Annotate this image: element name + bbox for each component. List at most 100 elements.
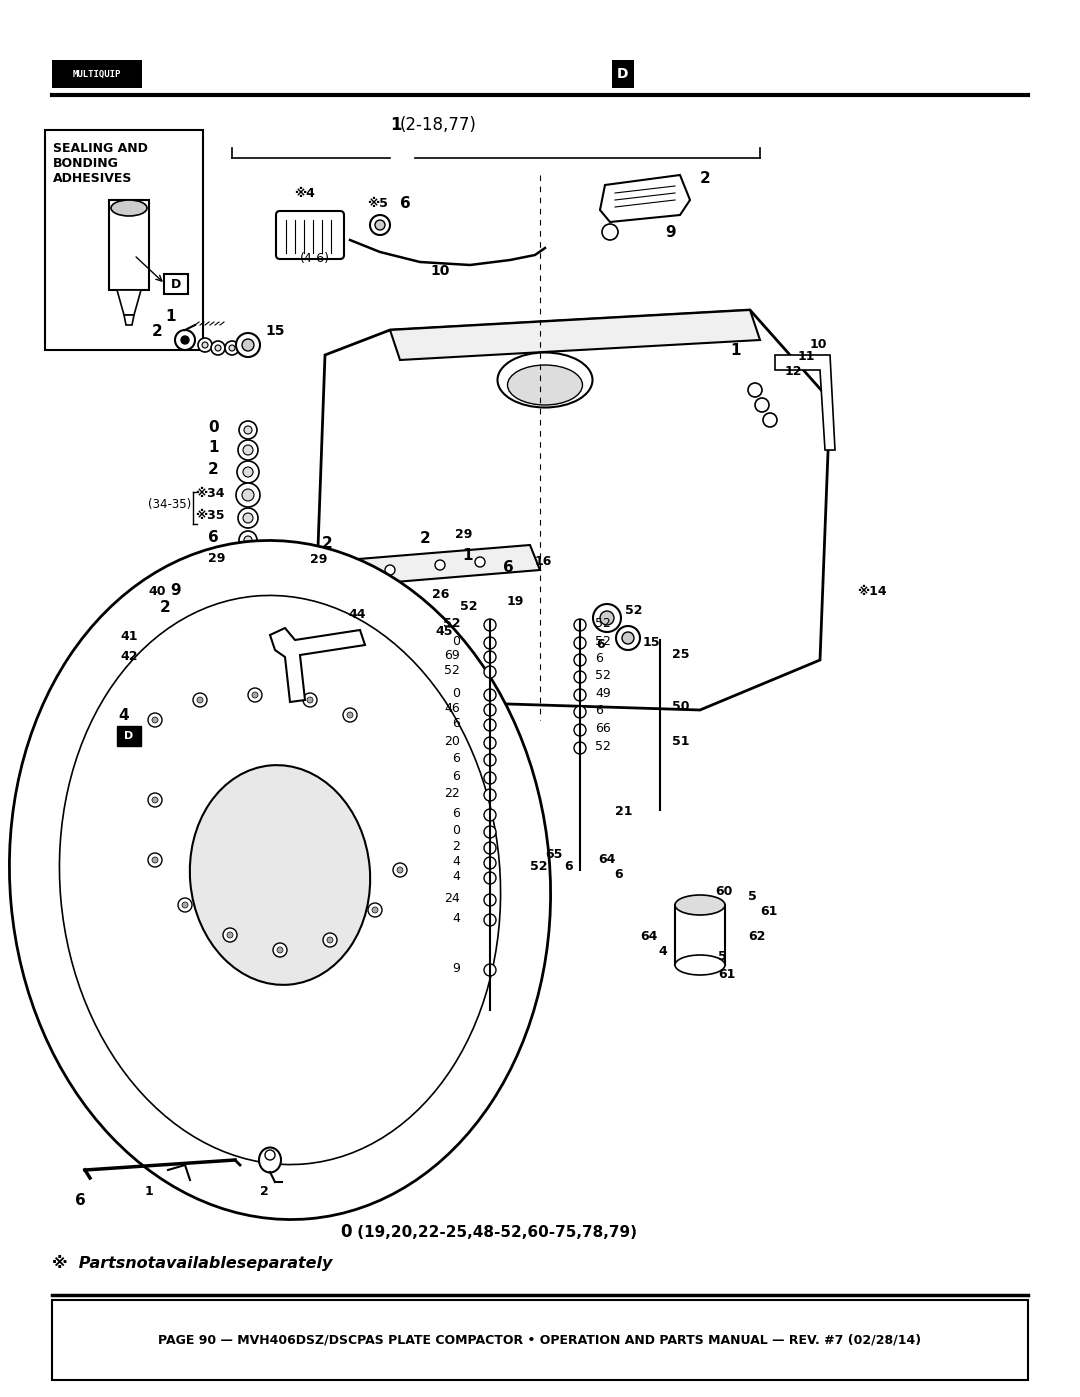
Ellipse shape [508,365,582,405]
Ellipse shape [498,352,593,408]
Circle shape [327,937,333,943]
Text: 2: 2 [160,599,171,615]
Text: 45: 45 [435,624,453,638]
Text: ※  Partsnotavailableseparately: ※ Partsnotavailableseparately [52,1255,333,1271]
Circle shape [148,854,162,868]
Circle shape [305,595,315,605]
Text: 1: 1 [730,344,741,358]
Circle shape [237,332,260,358]
Ellipse shape [259,1147,281,1172]
Text: (34-35): (34-35) [148,497,191,511]
Circle shape [755,398,769,412]
Text: ※35: ※35 [195,509,225,522]
Text: 6: 6 [503,560,514,576]
Circle shape [573,689,586,701]
Circle shape [222,928,237,942]
Text: D: D [618,67,629,81]
Text: ※4: ※4 [294,187,315,200]
Circle shape [622,631,634,644]
FancyBboxPatch shape [45,130,203,351]
Text: 29: 29 [208,552,226,564]
Text: 2: 2 [700,170,711,186]
Text: 26: 26 [432,588,449,601]
Circle shape [235,595,245,605]
Text: ※34: ※34 [195,488,225,500]
Circle shape [573,671,586,683]
Text: 15: 15 [265,324,284,338]
Text: 0: 0 [208,420,218,434]
Circle shape [484,856,496,869]
Text: 52: 52 [595,740,611,753]
Text: 4: 4 [453,870,460,883]
Text: 9: 9 [665,225,676,240]
Text: 6: 6 [595,704,603,717]
Circle shape [152,717,158,724]
Text: 5: 5 [718,950,727,963]
Circle shape [229,345,235,351]
Text: 51: 51 [672,735,689,747]
Circle shape [211,341,225,355]
Circle shape [178,898,192,912]
Text: (2-18,77): (2-18,77) [400,116,477,134]
Circle shape [230,590,249,610]
Circle shape [484,872,496,884]
Circle shape [239,420,257,439]
Circle shape [225,341,239,355]
Circle shape [265,1150,275,1160]
Circle shape [197,697,203,703]
Text: 64: 64 [640,930,658,943]
FancyBboxPatch shape [164,274,188,293]
Text: 4: 4 [453,912,460,925]
Circle shape [198,338,212,352]
Text: 50: 50 [672,700,689,712]
Ellipse shape [10,541,551,1220]
Polygon shape [124,314,134,326]
Text: 6: 6 [596,638,605,651]
Text: 65: 65 [545,848,563,861]
Text: 2: 2 [260,1185,269,1199]
Circle shape [372,907,378,914]
Circle shape [152,798,158,803]
Text: 12: 12 [785,365,802,379]
FancyBboxPatch shape [612,60,634,88]
Text: 1: 1 [462,548,473,563]
Text: 6: 6 [75,1193,85,1208]
Circle shape [305,570,315,580]
Text: 2: 2 [420,531,431,546]
Text: 40: 40 [148,585,165,598]
Circle shape [273,943,287,957]
Circle shape [602,224,618,240]
Circle shape [252,692,258,698]
Text: 4: 4 [453,855,460,868]
Circle shape [616,626,640,650]
Circle shape [148,793,162,807]
Text: 52: 52 [595,617,611,630]
Circle shape [248,687,262,703]
Text: 49: 49 [595,687,611,700]
Text: 6: 6 [615,868,623,882]
Circle shape [484,619,496,631]
Circle shape [484,754,496,766]
Circle shape [243,446,253,455]
Circle shape [762,414,777,427]
Circle shape [238,440,258,460]
Text: 9: 9 [453,963,460,975]
Text: (19,20,22-25,48-52,60-75,78,79): (19,20,22-25,48-52,60-75,78,79) [352,1225,637,1241]
Circle shape [183,902,188,908]
Text: 52: 52 [595,669,611,682]
Circle shape [573,637,586,650]
Circle shape [484,689,496,701]
Circle shape [243,467,253,476]
Text: 61: 61 [760,905,778,918]
Text: 6: 6 [453,717,460,731]
Text: 6: 6 [564,861,572,873]
Circle shape [323,933,337,947]
Text: 25: 25 [672,648,689,661]
Ellipse shape [190,766,370,985]
Text: 5: 5 [748,890,757,902]
Text: 69: 69 [444,650,460,662]
Circle shape [484,637,496,650]
Text: 4: 4 [118,708,129,724]
Text: 41: 41 [120,630,137,643]
Circle shape [375,219,384,231]
